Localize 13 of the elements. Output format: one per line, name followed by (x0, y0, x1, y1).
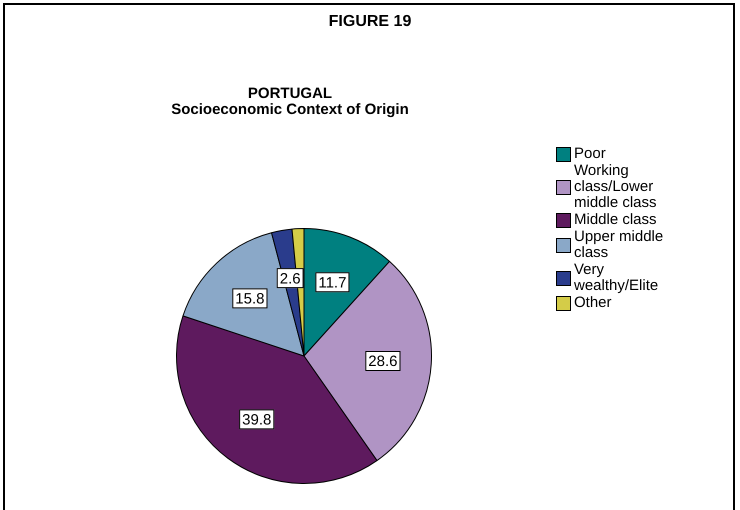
legend-label: Upper middle class (574, 228, 664, 261)
data-label: 28.6 (368, 353, 398, 370)
chart-title: FIGURE 19 (328, 13, 412, 31)
data-label: 2.6 (280, 270, 301, 288)
legend-label: Other (574, 294, 613, 311)
data-label: 11.7 (318, 274, 346, 292)
data-label: 39.8 (242, 412, 272, 429)
legend-label: Poor (574, 145, 607, 162)
data-label: 15.8 (235, 290, 264, 308)
legend-label: Very wealthy/Elite (574, 261, 660, 294)
legend-label: Middle class (574, 211, 658, 228)
chart-subtitle: PORTUGAL Socioeconomic Context of Origin (170, 85, 410, 118)
legend-label: Working class/Lower middle class (574, 162, 658, 211)
